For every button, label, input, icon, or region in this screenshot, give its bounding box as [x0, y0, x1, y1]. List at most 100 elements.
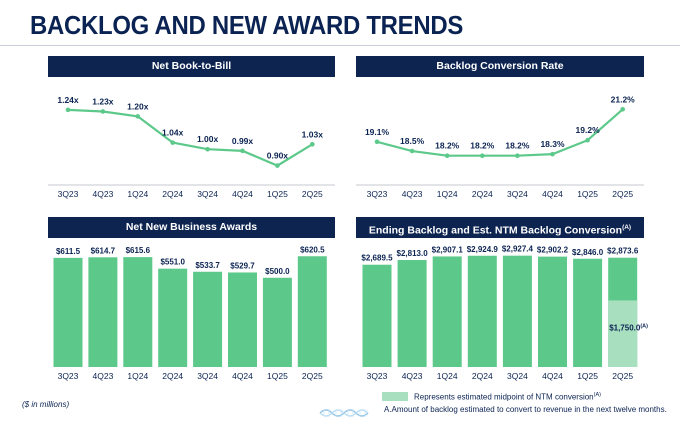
x-tick-label: 2Q25 [302, 189, 323, 199]
conversion-rate-header: Backlog Conversion Rate [356, 56, 644, 77]
bar [297, 256, 327, 367]
bar [573, 258, 603, 367]
series-line [376, 108, 624, 157]
conversion-rate-line-chart: 19.1% 18.5% 18.2% 18.2% 18.2% 18.3% 19.2% 21.2%… [356, 94, 644, 199]
bar-value-label: $615.6 [126, 246, 151, 255]
bar [228, 272, 257, 367]
legend-swatch-ntm [382, 392, 408, 402]
new-awards-title: Net New Business Awards [125, 221, 258, 233]
bar-value-label: $2,689.5 [361, 254, 393, 263]
x-tick-label: 3Q23 [367, 189, 388, 199]
new-awards-header: Net New Business Awards [48, 217, 335, 238]
data-point [409, 148, 415, 154]
units-note: ($ in millions) [22, 400, 70, 409]
x-tick-label: 3Q23 [58, 371, 79, 381]
x-tick-label: 2Q25 [612, 371, 633, 381]
bar-value-label: $529.7 [230, 261, 255, 270]
bar-value-label: $533.7 [195, 261, 220, 270]
bar-value-label: $2,924.9 [467, 245, 499, 254]
data-label: 1.20x [127, 101, 149, 111]
bar-value-label: $2,846.0 [572, 248, 604, 257]
bar [538, 256, 567, 367]
x-tick-label: 4Q23 [402, 371, 423, 381]
x-tick-label: 1Q24 [437, 371, 458, 381]
data-point [444, 153, 450, 158]
data-label: 1.24x [57, 95, 79, 105]
data-label: 18.2% [435, 141, 460, 151]
data-label: 19.1% [365, 127, 390, 137]
x-tick-label: 3Q23 [367, 371, 388, 381]
x-tick-label: 2Q24 [472, 189, 493, 199]
data-point [65, 107, 71, 113]
backlog-header: Ending Backlog and Est. NTM Backlog Conv… [356, 217, 644, 238]
bar [193, 271, 223, 367]
x-tick-label: 4Q23 [402, 189, 423, 199]
data-point [620, 106, 625, 112]
data-point [135, 114, 141, 119]
data-point [374, 139, 380, 145]
data-point [310, 141, 315, 147]
x-tick-label: 1Q25 [577, 189, 598, 199]
data-point [100, 109, 106, 114]
footnote-a: A.Amount of backlog estimated to convert… [384, 405, 667, 414]
data-label: 18.2% [470, 141, 495, 151]
data-point [550, 151, 555, 157]
x-tick-label: 2Q25 [612, 189, 633, 199]
x-tick-label: 2Q24 [162, 189, 183, 199]
bar [158, 268, 188, 367]
bar-value-label: $620.5 [300, 245, 325, 254]
x-tick-label: 4Q24 [542, 189, 563, 199]
x-tick-label: 4Q24 [232, 189, 253, 199]
book-to-bill-line-chart: 1.24x 1.23x 1.20x 1.04x 1.00x 0.99x 0.90x 1.03x… [48, 95, 335, 199]
x-tick-label: 1Q24 [127, 371, 148, 381]
data-point [240, 148, 245, 154]
bar [88, 257, 118, 367]
x-tick-label: 1Q25 [267, 371, 288, 381]
data-label: 1.23x [92, 96, 114, 106]
x-tick-label: 4Q23 [93, 371, 114, 381]
ntm-conversion-footnote: (A) [640, 323, 648, 329]
bar [123, 257, 153, 367]
data-label: 1.03x [302, 129, 324, 139]
data-label: 19.2% [576, 125, 601, 135]
x-tick-label: 3Q23 [58, 189, 79, 199]
data-label: 18.5% [400, 136, 425, 146]
ntm-conversion-bar [608, 300, 638, 367]
chart-legend: Represents estimated midpoint of NTM con… [382, 392, 601, 402]
x-tick-label: 1Q24 [127, 189, 148, 199]
x-tick-label: 3Q24 [507, 189, 528, 199]
backlog-title-footnote: (A) [622, 224, 632, 231]
bar-value-label: $2,813.0 [397, 249, 429, 258]
bar [262, 277, 292, 367]
x-tick-label: 1Q25 [267, 189, 288, 199]
bar-value-label: $2,873.6 [607, 247, 639, 256]
bar [467, 255, 497, 367]
dna-logo-icon [319, 409, 369, 417]
x-tick-label: 4Q24 [542, 371, 563, 381]
x-tick-label: 3Q24 [507, 371, 528, 381]
backlog-bar-chart: $2,689.5 3Q23 $2,813.0 4Q23 $2,907.1 1Q24 $2,9… [361, 245, 648, 381]
bar-value-label: $500.0 [265, 267, 290, 276]
x-tick-label: 2Q24 [472, 371, 493, 381]
x-tick-label: 2Q25 [302, 371, 323, 381]
legend-label: Represents estimated midpoint of NTM con… [414, 392, 601, 402]
title-divider [0, 45, 680, 46]
legend-label-footnote: (A) [593, 392, 601, 398]
data-label: 1.04x [162, 128, 184, 138]
bar [502, 255, 532, 367]
bar [397, 260, 427, 367]
data-label: 21.2% [611, 94, 636, 104]
bar [53, 257, 83, 367]
data-label: 18.2% [505, 141, 530, 151]
bar-value-label: $2,907.1 [432, 245, 464, 254]
data-point [205, 146, 210, 152]
data-point [480, 153, 485, 158]
data-point [275, 163, 280, 168]
x-tick-label: 4Q23 [93, 189, 114, 199]
book-to-bill-header: Net Book-to-Bill [48, 56, 335, 77]
bar-value-label: $551.0 [160, 258, 185, 267]
page-title: BACKLOG AND NEW AWARD TRENDS [30, 10, 464, 40]
bar-value-label: $611.5 [56, 247, 81, 256]
bar-value-label: $2,902.2 [537, 246, 569, 255]
backlog-title: Ending Backlog and Est. NTM Backlog Conv… [368, 224, 623, 237]
